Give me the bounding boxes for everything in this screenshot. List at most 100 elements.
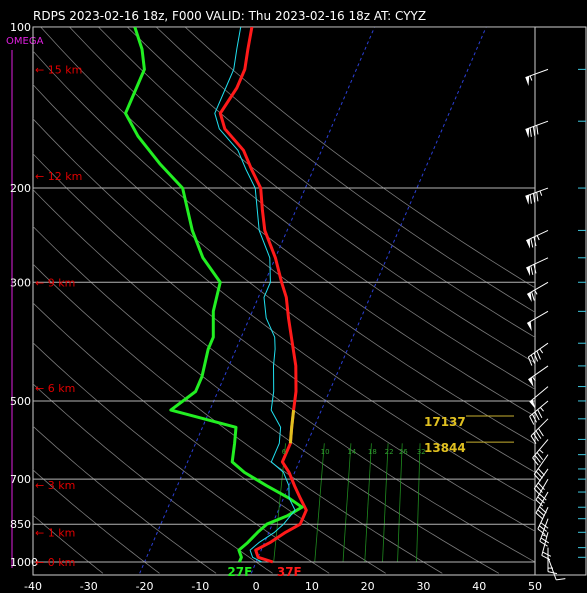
dry-adiabat — [33, 342, 330, 574]
pressure-label: 500 — [10, 395, 31, 408]
barb-flag — [535, 471, 543, 479]
wind-barb — [525, 187, 586, 205]
barb-staff — [547, 557, 557, 581]
surface-dewpoint-label: 27F — [227, 565, 252, 579]
barb-flag — [540, 522, 549, 529]
barb-staff — [535, 491, 549, 514]
wind-barb — [525, 68, 586, 87]
mixing-ratio-line — [382, 443, 389, 563]
chart-title: RDPS 2023-02-16 18z, F000 VALID: Thu 202… — [33, 9, 426, 23]
dry-adiabat — [127, 27, 535, 338]
wind-barb — [547, 547, 586, 575]
pressure-label: 100 — [10, 21, 31, 34]
barb-flag — [537, 528, 546, 535]
dry-adiabat — [33, 425, 217, 574]
plot-frame — [32, 26, 536, 576]
x-tick-label: 30 — [416, 580, 430, 593]
height-label: ← 0 km — [35, 556, 75, 569]
x-tick-label: 10 — [305, 580, 319, 593]
barb-flag — [536, 192, 539, 202]
wind-barb — [535, 478, 586, 507]
mixing-ratio-label: 26 — [399, 448, 408, 456]
barb-half-flag — [539, 348, 544, 354]
barb-flag — [532, 457, 539, 466]
barb-pennant — [527, 321, 532, 332]
pressure-label: 300 — [10, 276, 31, 289]
wind-barb — [532, 438, 586, 466]
wind-barb — [529, 400, 586, 425]
dry-adiabat — [33, 153, 535, 532]
barb-flag — [527, 356, 533, 366]
barb-flag — [530, 435, 537, 444]
barb-staff — [526, 281, 549, 295]
barb-flag — [537, 468, 545, 476]
mixing-ratio-line — [397, 443, 403, 563]
height-label: ← 12 km — [35, 170, 82, 183]
mixing-ratio-label: 18 — [368, 448, 377, 456]
x-tick-label: 40 — [472, 580, 486, 593]
height-label: ← 3 km — [35, 479, 75, 492]
barb-pennant — [525, 128, 530, 138]
mixing-ratio-label: 22 — [385, 448, 394, 456]
barb-flag — [531, 291, 535, 301]
mixing-ratio-line — [342, 443, 352, 563]
dry-adiabat — [155, 27, 535, 313]
omega-label: OMEGA — [6, 36, 44, 47]
dry-adiabat — [69, 27, 535, 390]
dry-adiabat — [98, 27, 535, 364]
dry-adiabat — [33, 83, 535, 473]
barb-panel-frame — [534, 26, 587, 576]
barb-flag — [533, 236, 537, 247]
barb-flag — [537, 509, 545, 517]
wind-barb — [526, 310, 586, 332]
barb-staff — [535, 478, 549, 501]
dry-adiabat — [184, 27, 535, 289]
barb-flag — [537, 496, 545, 504]
x-tick-label: 50 — [528, 580, 542, 593]
barb-flag — [535, 499, 544, 507]
mixing-ratio-line — [364, 443, 372, 563]
wind-barb — [530, 418, 586, 444]
barb-flag — [533, 473, 541, 482]
barb-staff — [541, 532, 549, 556]
dry-adiabat — [40, 27, 535, 417]
pressure-label: 700 — [10, 473, 31, 486]
barb-staff — [537, 507, 549, 530]
barb-flag — [536, 125, 539, 135]
barb-flag — [535, 512, 544, 520]
x-tick-label: -10 — [191, 580, 209, 593]
mixing-ratio-line — [416, 443, 421, 563]
barb-staff — [526, 229, 549, 242]
barb-half-flag — [539, 449, 544, 454]
pressure-label: 850 — [10, 518, 31, 531]
x-tick-label: 20 — [361, 580, 375, 593]
dewpoint-profile — [124, 27, 304, 563]
barb-pennant — [525, 194, 530, 205]
wind-barb — [526, 229, 586, 249]
barb-half-flag — [542, 534, 548, 537]
barb-flag — [538, 428, 544, 437]
mixing-ratio-label: 14 — [347, 448, 356, 456]
dry-adiabat — [33, 302, 386, 574]
dry-adiabat — [33, 383, 273, 574]
barb-flag — [539, 540, 548, 547]
mixing-ratio-label: 10 — [321, 448, 330, 456]
barb-staff — [528, 365, 549, 381]
barb-flag — [556, 578, 566, 581]
barb-staff — [529, 386, 549, 403]
dry-adiabat — [33, 469, 160, 574]
barb-staff — [533, 468, 549, 489]
barb-flag — [531, 413, 537, 423]
wind-barb — [547, 556, 586, 581]
barb-flag — [529, 416, 535, 425]
barb-staff — [539, 518, 549, 542]
barb-half-flag — [539, 190, 543, 196]
barb-flag — [530, 265, 534, 275]
dry-adiabat — [33, 263, 443, 574]
barb-flag — [529, 194, 532, 204]
barb-flag — [540, 537, 550, 544]
barb-flag — [537, 482, 545, 491]
height-label: ← 15 km — [35, 63, 82, 76]
barb-flag — [529, 127, 532, 137]
